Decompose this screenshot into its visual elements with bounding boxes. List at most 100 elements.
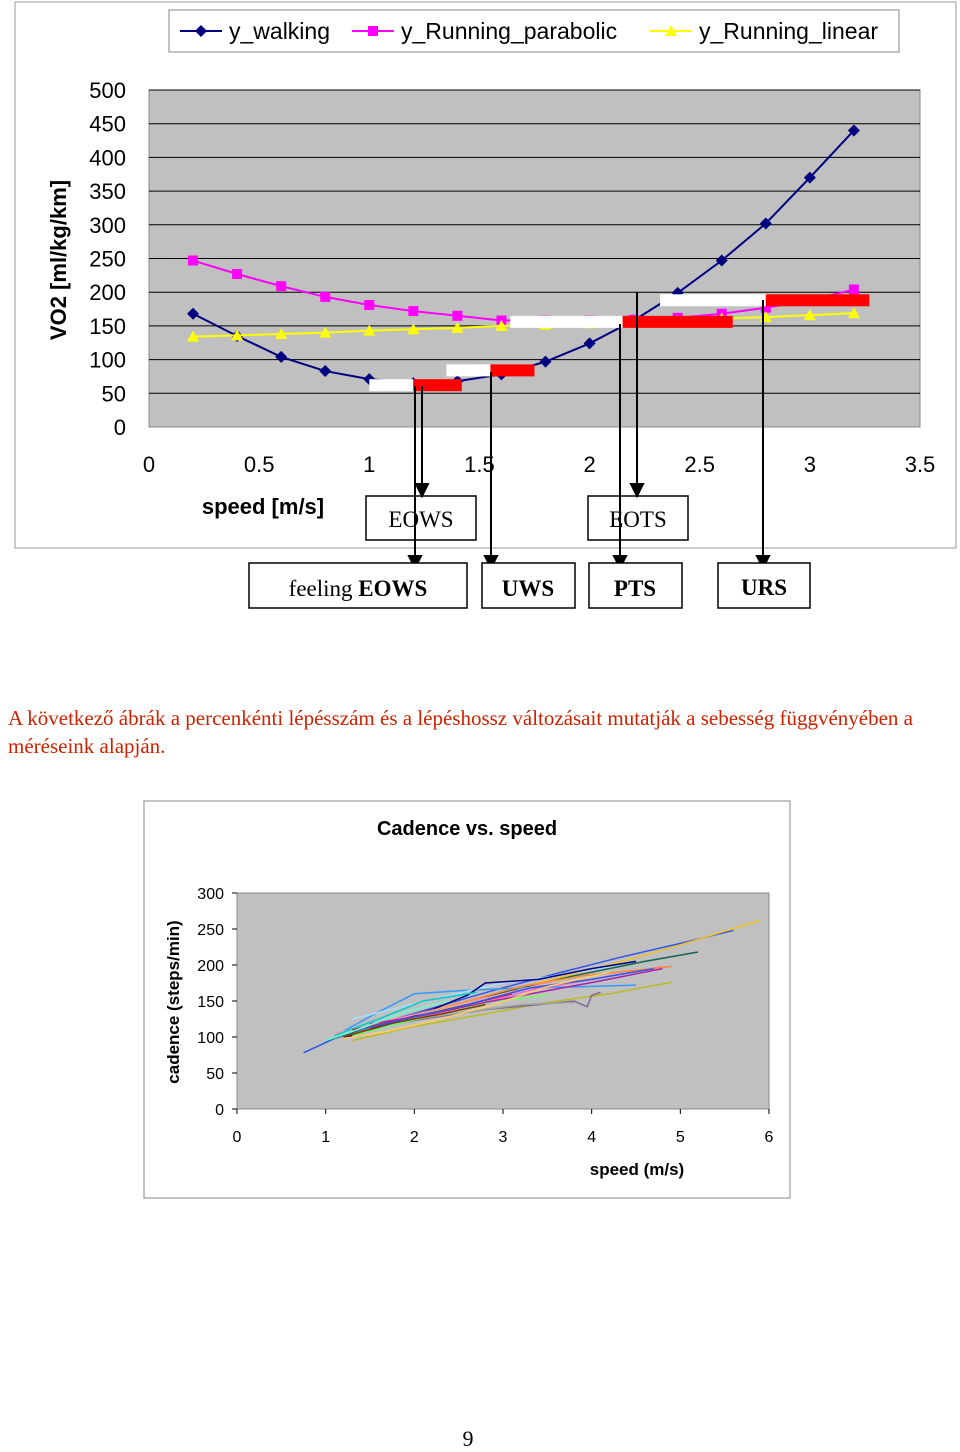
- speed-range-bar: [413, 379, 462, 392]
- walking-point: [275, 350, 288, 363]
- vo2-x-tick-label: 3.5: [905, 452, 936, 477]
- cadence-series-line: [325, 1000, 450, 1042]
- cadence-y-axis-label: cadence (steps/min): [164, 920, 183, 1083]
- vo2-figure: y_walking y_Running_parabolic y_Running_…: [14, 1, 957, 609]
- speed-range-bar: [446, 364, 491, 377]
- speed-range-bar: [765, 294, 870, 307]
- pts-label: PTS: [614, 576, 656, 601]
- pts-box: [588, 562, 683, 609]
- linear-point: [803, 309, 816, 321]
- vo2-y-tick-label: 100: [89, 348, 126, 373]
- walking-point: [187, 307, 200, 320]
- legend: y_walking y_Running_parabolic y_Running_…: [168, 9, 900, 53]
- linear-point: [407, 323, 420, 335]
- linear-point: [451, 321, 464, 333]
- speed-range-bar: [490, 364, 535, 377]
- cadence-y-tick-label: 150: [197, 994, 224, 1011]
- parabolic-point: [232, 269, 243, 280]
- linear-point: [231, 329, 244, 341]
- cadence-y-tick-label: 300: [197, 886, 224, 903]
- eots-label: EOTS: [609, 507, 667, 532]
- cadence-series-line: [352, 994, 548, 1037]
- vo2-y-tick-label: 200: [89, 280, 126, 305]
- cadence-x-tick-label: 3: [499, 1129, 508, 1146]
- cadence-series-line: [352, 964, 619, 1020]
- cadence-x-tick-label: 0: [233, 1129, 242, 1146]
- cadence-series-line: [352, 965, 672, 1031]
- cadence-chart-frame: [143, 800, 791, 1199]
- annotation-arrows: [407, 292, 771, 571]
- walking-point: [759, 217, 772, 230]
- vo2-x-axis-label: speed [m/s]: [202, 494, 324, 519]
- linear-point: [187, 330, 200, 342]
- cadence-series-line: [352, 967, 654, 1032]
- parabolic-point: [760, 302, 771, 313]
- walking-point: [539, 355, 552, 368]
- cadence-x-tick-label: 6: [765, 1129, 774, 1146]
- eows-label: EOWS: [388, 507, 453, 532]
- cadence-x-axis-label: speed (m/s): [590, 1160, 684, 1179]
- linear-point: [363, 324, 376, 336]
- walking-point: [583, 337, 596, 350]
- linear-point: [275, 327, 288, 339]
- vo2-x-tick-label: 0: [143, 452, 155, 477]
- cadence-title: Cadence vs. speed: [377, 818, 557, 840]
- legend-running-parabolic: y_Running_parabolic: [401, 18, 617, 44]
- vo2-x-tick-label: 1.5: [464, 452, 495, 477]
- parabolic-marker-icon: [368, 26, 378, 36]
- vo2-y-tick-label: 250: [89, 247, 126, 272]
- cadence-series-line: [343, 971, 610, 1040]
- parabolic-point: [276, 281, 287, 292]
- parabolic-point: [188, 255, 199, 266]
- urs-label: URS: [741, 575, 787, 600]
- speed-range-bar: [369, 379, 414, 392]
- legend-frame: [168, 9, 900, 53]
- linear-point: [847, 307, 860, 319]
- vo2-y-tick-label: 150: [89, 314, 126, 339]
- vo2-x-tick-label: 3: [804, 452, 816, 477]
- cadence-series-line: [361, 1001, 574, 1030]
- cadence-y-tick-label: 100: [197, 1030, 224, 1047]
- walking-marker-icon: [195, 25, 207, 37]
- vo2-x-tick-label: 1: [363, 452, 375, 477]
- linear-point: [495, 319, 508, 331]
- parabolic-point: [452, 310, 463, 321]
- cadence-y-tick-label: 0: [215, 1102, 224, 1119]
- cadence-plot-area: [236, 892, 770, 1110]
- cadence-series-line: [325, 951, 699, 1042]
- vo2-x-tick-label: 0.5: [244, 452, 275, 477]
- cadence-series-line: [352, 981, 672, 1042]
- cadence-series-line: [343, 960, 637, 1040]
- cadence-series-line: [352, 993, 513, 1031]
- cadence-series-line: [369, 967, 663, 1025]
- linear-point: [319, 326, 332, 338]
- vo2-y-tick-label: 450: [89, 112, 126, 137]
- vo2-x-tick-label: 2.5: [684, 452, 715, 477]
- vo2-x-tick-label: 2: [583, 452, 595, 477]
- parabolic-point: [364, 300, 375, 311]
- cadence-series-line: [334, 980, 557, 1035]
- feeling-eows-label: feeling EOWS: [289, 576, 428, 601]
- cadence-x-tick-label: 2: [410, 1129, 419, 1146]
- walking-point: [319, 365, 332, 378]
- cadence-series-line: [343, 984, 637, 1032]
- walking-point: [847, 124, 860, 137]
- linear-marker-icon: [665, 25, 677, 36]
- cadence-y-tick-label: 200: [197, 958, 224, 975]
- vo2-y-tick-label: 500: [89, 78, 126, 103]
- cadence-x-tick-label: 5: [676, 1129, 685, 1146]
- uws-label: UWS: [502, 576, 554, 601]
- speed-range-bar: [622, 315, 733, 328]
- cadence-y-tick-label: 250: [197, 922, 224, 939]
- cadence-series-line: [303, 929, 734, 1054]
- body-paragraph: A következő ábrák a percenkénti lépésszá…: [8, 706, 913, 758]
- speed-range-bar: [660, 294, 766, 307]
- cadence-series-line: [360, 965, 663, 1035]
- vo2-y-tick-label: 400: [89, 145, 126, 170]
- eots-box: [587, 495, 689, 541]
- cadence-series-line: [334, 991, 477, 1037]
- uws-box: [481, 562, 576, 609]
- cadence-series-line: [343, 1003, 486, 1038]
- vo2-y-tick-label: 350: [89, 179, 126, 204]
- cadence-y-tick-label: 50: [206, 1066, 224, 1083]
